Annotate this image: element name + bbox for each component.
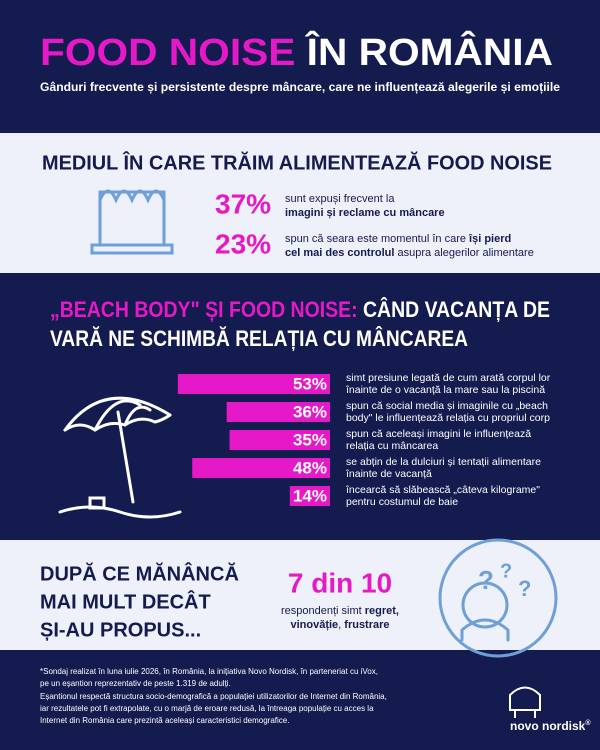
logo-text: novo nordisk	[510, 719, 586, 733]
footnote: *Sondaj realizat în luna iulie 2026, în …	[40, 667, 378, 676]
section3-title-line: MAI MULT DECÂT	[40, 589, 211, 613]
bar	[226, 402, 330, 422]
stat-figure: 37%	[215, 188, 271, 219]
title-rest: CÂND VACANȚA DE	[358, 297, 550, 322]
question-mark: ?	[478, 565, 494, 595]
text-segment: sunt expuși frecvent la	[285, 193, 395, 205]
text-line: cel mai des controlul asupra alegerilor …	[285, 247, 534, 259]
question-mark: ?	[518, 576, 531, 601]
umbrella-icon	[58, 396, 182, 519]
cake-icon	[90, 189, 174, 255]
subtitle: Gânduri frecvente și persistente despre …	[40, 80, 560, 94]
bar-label: 53%	[293, 374, 327, 393]
bar-description: spun că aceleași imagini le influențează	[346, 428, 531, 440]
bar-label: 48%	[293, 458, 327, 477]
thinking-icon: ? ? ?	[438, 538, 558, 658]
text-segment: imagini și reclame cu mâncare	[285, 207, 445, 219]
text-segment: își pierd	[468, 233, 511, 245]
bar-description: se abțin de la dulciuri și tentații alim…	[346, 456, 541, 468]
header-bg	[0, 0, 600, 133]
logo-icon	[509, 686, 541, 718]
text-line: sunt expuși frecvent la	[285, 193, 395, 205]
bar-description: simt presiune legată de cum arată corpul…	[346, 372, 551, 384]
section1-title: MEDIUL ÎN CARE TRĂIM ALIMENTEAZĂ FOOD NO…	[42, 150, 552, 174]
bar-description: înainte de o vacanță la mare sau la pisc…	[345, 384, 545, 396]
footer-bg	[0, 650, 600, 750]
footnote: Eșantionul respectă structura socio-demo…	[40, 692, 387, 701]
section3-title: DUPĂ CE MĂNÂNCĂ MAI MULT DECÂT ȘI-AU PROPU…	[40, 561, 239, 641]
section3-bg	[0, 540, 600, 650]
text-segment: regret,	[365, 605, 399, 617]
title-rest: ÎN ROMÂNIA	[305, 30, 553, 74]
bar-description: body" le influențează relația cu propriu…	[346, 412, 550, 424]
registered: ®	[585, 719, 591, 727]
section3-figure: 7 din 10	[288, 567, 392, 598]
text-line: respondenți simt regret,	[281, 605, 399, 617]
section3-title-line: ȘI-AU PROPUS...	[40, 619, 201, 641]
text-segment: ,	[338, 619, 344, 631]
question-mark: ?	[500, 560, 512, 582]
text-segment: frustrare	[344, 619, 389, 631]
bar-description: pentru costumul de baie	[346, 496, 458, 508]
bar-label: 36%	[293, 402, 327, 421]
section2-title: „BEACH BODY" ȘI FOOD NOISE: CÂND VACANȚA…	[50, 297, 550, 322]
main-title: FOOD NOISE ÎN ROMÂNIA	[40, 30, 553, 74]
text-segment: asupra alegerilor alimentare	[394, 247, 533, 259]
bar-description: înainte de vacanță	[345, 468, 432, 480]
text-segment: spun că seara este momentul în care	[285, 233, 469, 245]
bar-description: spun că social media și imaginile cu „be…	[346, 400, 548, 412]
text-segment: vinovăție	[290, 619, 338, 631]
bar	[192, 458, 330, 478]
bar-label: 14%	[293, 486, 327, 505]
text-line: vinovăție, frustrare	[290, 619, 389, 631]
text-segment: respondenți simt	[281, 605, 365, 617]
title-highlight: FOOD NOISE	[40, 32, 295, 74]
footnote: pe un eșantion reprezentativ de peste 1.…	[40, 679, 231, 688]
stat-figure: 23%	[215, 228, 271, 259]
bar-label: 35%	[293, 430, 327, 449]
bar	[177, 374, 330, 394]
section2-title-line: VARĂ NE SCHIMBĂ RELAȚIA CU MÂNCAREA	[50, 326, 468, 351]
bar-description: încearcă să slăbească „câteva kilograme"	[345, 484, 540, 496]
footnote: iar rezultatele pot fi extrapolate, cu o…	[40, 704, 374, 713]
title-highlight: „BEACH BODY" ȘI FOOD NOISE:	[50, 297, 358, 322]
text-line: spun că seara este momentul în care își …	[285, 233, 511, 245]
logo: novo nordisk®	[510, 719, 591, 733]
footnote: Internet din România care prezintă acele…	[40, 716, 289, 725]
bar	[289, 486, 330, 506]
bar	[229, 430, 330, 450]
bar-description: relația cu mâncarea	[346, 440, 438, 452]
section3-title-line: DUPĂ CE MĂNÂNCĂ	[40, 561, 239, 585]
text-segment: cel mai des controlul	[285, 247, 394, 259]
text-line: imagini și reclame cu mâncare	[285, 207, 445, 219]
